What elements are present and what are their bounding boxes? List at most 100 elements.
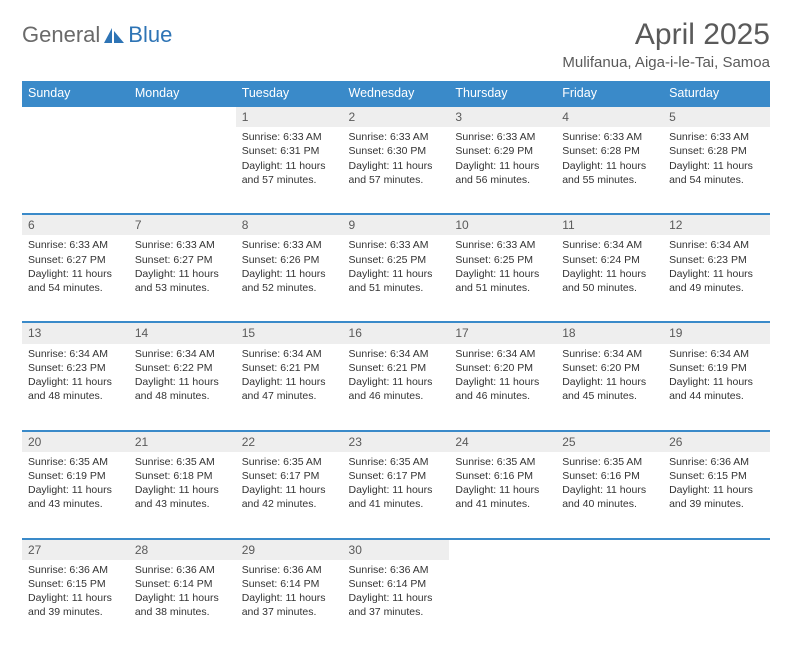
- day-body: Sunrise: 6:34 AMSunset: 6:22 PMDaylight:…: [129, 344, 236, 410]
- sunset-line: Sunset: 6:20 PM: [455, 361, 550, 375]
- sunset-line: Sunset: 6:19 PM: [28, 469, 123, 483]
- day-body: Sunrise: 6:33 AMSunset: 6:27 PMDaylight:…: [22, 235, 129, 301]
- day-body: Sunrise: 6:35 AMSunset: 6:17 PMDaylight:…: [343, 452, 450, 518]
- day-number: 14: [129, 321, 236, 343]
- sunset-line: Sunset: 6:27 PM: [28, 253, 123, 267]
- sunrise-line: Sunrise: 6:33 AM: [349, 130, 444, 144]
- daylight-line: Daylight: 11 hours and 54 minutes.: [28, 267, 123, 295]
- sunrise-line: Sunrise: 6:34 AM: [455, 347, 550, 361]
- sunset-line: Sunset: 6:20 PM: [562, 361, 657, 375]
- sunset-line: Sunset: 6:14 PM: [242, 577, 337, 591]
- daylight-line: Daylight: 11 hours and 40 minutes.: [562, 483, 657, 511]
- daylight-line: Daylight: 11 hours and 49 minutes.: [669, 267, 764, 295]
- sunset-line: Sunset: 6:27 PM: [135, 253, 230, 267]
- day-number: 7: [129, 213, 236, 235]
- day-cell: Sunrise: 6:35 AMSunset: 6:18 PMDaylight:…: [129, 452, 236, 538]
- day-cell: Sunrise: 6:33 AMSunset: 6:25 PMDaylight:…: [343, 235, 450, 321]
- sunrise-line: Sunrise: 6:36 AM: [135, 563, 230, 577]
- daylight-line: Daylight: 11 hours and 53 minutes.: [135, 267, 230, 295]
- day-cell: Sunrise: 6:34 AMSunset: 6:21 PMDaylight:…: [343, 344, 450, 430]
- sunset-line: Sunset: 6:14 PM: [349, 577, 444, 591]
- weekday-header: Monday: [129, 81, 236, 105]
- sunrise-line: Sunrise: 6:35 AM: [349, 455, 444, 469]
- daylight-line: Daylight: 11 hours and 56 minutes.: [455, 159, 550, 187]
- day-cell: Sunrise: 6:34 AMSunset: 6:22 PMDaylight:…: [129, 344, 236, 430]
- logo-text-left: General: [22, 22, 100, 48]
- daylight-line: Daylight: 11 hours and 45 minutes.: [562, 375, 657, 403]
- day-number: 15: [236, 321, 343, 343]
- day-cell: Sunrise: 6:33 AMSunset: 6:28 PMDaylight:…: [556, 127, 663, 213]
- weekday-header-row: SundayMondayTuesdayWednesdayThursdayFrid…: [22, 81, 770, 105]
- sunset-line: Sunset: 6:26 PM: [242, 253, 337, 267]
- weekday-header: Wednesday: [343, 81, 450, 105]
- day-number-empty: [663, 538, 770, 560]
- day-number: 24: [449, 430, 556, 452]
- sunrise-line: Sunrise: 6:33 AM: [455, 238, 550, 252]
- day-cell: Sunrise: 6:36 AMSunset: 6:14 PMDaylight:…: [343, 560, 450, 646]
- sunrise-line: Sunrise: 6:33 AM: [242, 238, 337, 252]
- day-body: Sunrise: 6:33 AMSunset: 6:27 PMDaylight:…: [129, 235, 236, 301]
- sunset-line: Sunset: 6:23 PM: [28, 361, 123, 375]
- daylight-line: Daylight: 11 hours and 54 minutes.: [669, 159, 764, 187]
- sunset-line: Sunset: 6:28 PM: [669, 144, 764, 158]
- sunrise-line: Sunrise: 6:36 AM: [349, 563, 444, 577]
- day-body: Sunrise: 6:34 AMSunset: 6:24 PMDaylight:…: [556, 235, 663, 301]
- day-number: 25: [556, 430, 663, 452]
- daylight-line: Daylight: 11 hours and 48 minutes.: [28, 375, 123, 403]
- location-text: Mulifanua, Aiga-i-le-Tai, Samoa: [562, 54, 770, 71]
- daylight-line: Daylight: 11 hours and 50 minutes.: [562, 267, 657, 295]
- day-body: Sunrise: 6:35 AMSunset: 6:17 PMDaylight:…: [236, 452, 343, 518]
- day-body: Sunrise: 6:33 AMSunset: 6:26 PMDaylight:…: [236, 235, 343, 301]
- sunset-line: Sunset: 6:28 PM: [562, 144, 657, 158]
- day-number: 3: [449, 105, 556, 127]
- sunset-line: Sunset: 6:17 PM: [349, 469, 444, 483]
- day-number: 1: [236, 105, 343, 127]
- day-number: 30: [343, 538, 450, 560]
- daylight-line: Daylight: 11 hours and 52 minutes.: [242, 267, 337, 295]
- daynum-row: 6789101112: [22, 213, 770, 235]
- day-body: Sunrise: 6:35 AMSunset: 6:16 PMDaylight:…: [556, 452, 663, 518]
- daybody-row: Sunrise: 6:36 AMSunset: 6:15 PMDaylight:…: [22, 560, 770, 646]
- day-body: Sunrise: 6:34 AMSunset: 6:23 PMDaylight:…: [22, 344, 129, 410]
- sunrise-line: Sunrise: 6:33 AM: [242, 130, 337, 144]
- day-cell: Sunrise: 6:35 AMSunset: 6:17 PMDaylight:…: [236, 452, 343, 538]
- sunrise-line: Sunrise: 6:34 AM: [669, 238, 764, 252]
- sunset-line: Sunset: 6:21 PM: [349, 361, 444, 375]
- day-number: 17: [449, 321, 556, 343]
- day-body: Sunrise: 6:36 AMSunset: 6:15 PMDaylight:…: [663, 452, 770, 518]
- sunset-line: Sunset: 6:24 PM: [562, 253, 657, 267]
- day-body: Sunrise: 6:34 AMSunset: 6:20 PMDaylight:…: [449, 344, 556, 410]
- day-number: 10: [449, 213, 556, 235]
- sunset-line: Sunset: 6:21 PM: [242, 361, 337, 375]
- sunrise-line: Sunrise: 6:33 AM: [135, 238, 230, 252]
- sunset-line: Sunset: 6:31 PM: [242, 144, 337, 158]
- sunset-line: Sunset: 6:23 PM: [669, 253, 764, 267]
- daylight-line: Daylight: 11 hours and 39 minutes.: [669, 483, 764, 511]
- day-body: Sunrise: 6:36 AMSunset: 6:14 PMDaylight:…: [129, 560, 236, 626]
- daylight-line: Daylight: 11 hours and 38 minutes.: [135, 591, 230, 619]
- day-cell: Sunrise: 6:36 AMSunset: 6:14 PMDaylight:…: [236, 560, 343, 646]
- day-body: Sunrise: 6:33 AMSunset: 6:25 PMDaylight:…: [449, 235, 556, 301]
- page-header: General Blue April 2025 Mulifanua, Aiga-…: [22, 18, 770, 71]
- sunset-line: Sunset: 6:14 PM: [135, 577, 230, 591]
- calendar-page: General Blue April 2025 Mulifanua, Aiga-…: [0, 0, 792, 612]
- day-number: 26: [663, 430, 770, 452]
- daylight-line: Daylight: 11 hours and 42 minutes.: [242, 483, 337, 511]
- day-cell: Sunrise: 6:33 AMSunset: 6:27 PMDaylight:…: [22, 235, 129, 321]
- day-cell: Sunrise: 6:34 AMSunset: 6:21 PMDaylight:…: [236, 344, 343, 430]
- sunrise-line: Sunrise: 6:34 AM: [242, 347, 337, 361]
- day-body: Sunrise: 6:33 AMSunset: 6:28 PMDaylight:…: [663, 127, 770, 193]
- daynum-row: 27282930: [22, 538, 770, 560]
- sunset-line: Sunset: 6:15 PM: [669, 469, 764, 483]
- day-cell: Sunrise: 6:34 AMSunset: 6:19 PMDaylight:…: [663, 344, 770, 430]
- sunrise-line: Sunrise: 6:35 AM: [562, 455, 657, 469]
- daylight-line: Daylight: 11 hours and 57 minutes.: [349, 159, 444, 187]
- calendar-table: SundayMondayTuesdayWednesdayThursdayFrid…: [22, 81, 770, 646]
- day-cell: [663, 560, 770, 646]
- weekday-header: Tuesday: [236, 81, 343, 105]
- sunset-line: Sunset: 6:16 PM: [455, 469, 550, 483]
- daynum-row: 20212223242526: [22, 430, 770, 452]
- sunrise-line: Sunrise: 6:34 AM: [669, 347, 764, 361]
- day-cell: Sunrise: 6:34 AMSunset: 6:23 PMDaylight:…: [22, 344, 129, 430]
- daybody-row: Sunrise: 6:35 AM Sunset: 6:19 PM Daylight:…: [22, 452, 770, 538]
